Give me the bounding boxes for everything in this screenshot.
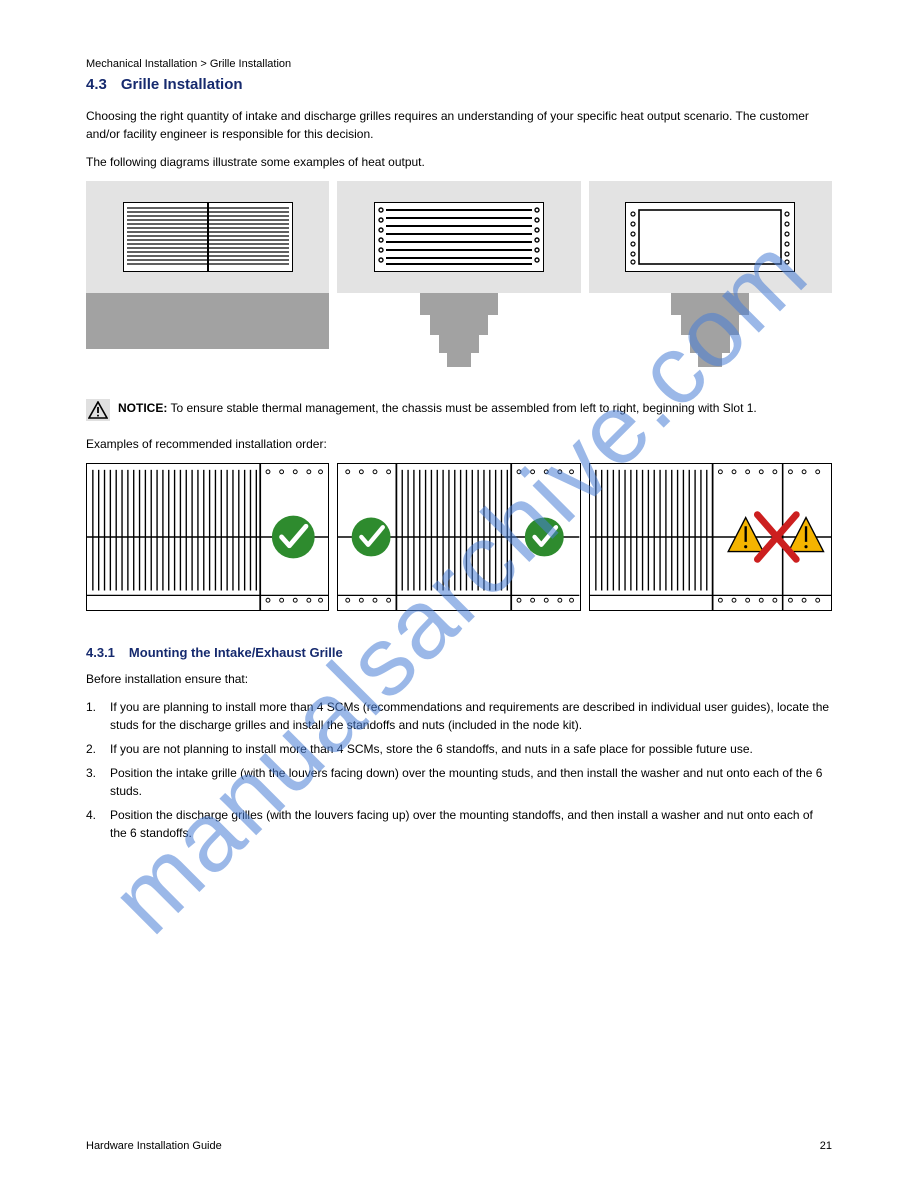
breadcrumb: Mechanical Installation > Grille Install… [86, 58, 832, 70]
heat-box-ambient [86, 181, 329, 375]
intro-paragraph: Choosing the right quantity of intake an… [86, 107, 832, 143]
footer-left: Hardware Installation Guide [86, 1140, 222, 1152]
order-wrong [589, 463, 832, 611]
order-ok-right [86, 463, 329, 611]
heat-box-exhaust-2 [589, 181, 832, 375]
diagrams-heading: The following diagrams illustrate some e… [86, 153, 832, 171]
section-title: Grille Installation [121, 76, 243, 93]
preinstall-text: Before installation ensure that: [86, 670, 832, 688]
list-item: 3.Position the intake grille (with the l… [86, 764, 832, 800]
notice-block: NOTICE: To ensure stable thermal managem… [86, 399, 832, 421]
list-item: 2.If you are not planning to install mor… [86, 740, 832, 758]
subsection-title: Mounting the Intake/Exhaust Grille [129, 645, 343, 660]
heat-box-exhaust-1 [337, 181, 580, 375]
list-item: 4.Position the discharge grilles (with t… [86, 806, 832, 842]
notice-text: To ensure stable thermal management, the… [167, 401, 756, 415]
order-heading: Examples of recommended installation ord… [86, 435, 832, 453]
warning-icon [86, 399, 110, 421]
intake-grille-closed-icon [123, 202, 293, 272]
list-item: 1.If you are planning to install more th… [86, 698, 832, 734]
section-number: 4.3 [86, 76, 107, 93]
notice-label: NOTICE: [118, 401, 167, 415]
footer-page-number: 21 [820, 1140, 832, 1152]
exhaust-panel-icon [625, 202, 795, 272]
install-order-diagrams [86, 463, 832, 611]
order-ok-both [337, 463, 580, 611]
subsection-number: 4.3.1 [86, 645, 115, 660]
heat-output-diagrams [86, 181, 832, 375]
exhaust-grille-icon [374, 202, 544, 272]
